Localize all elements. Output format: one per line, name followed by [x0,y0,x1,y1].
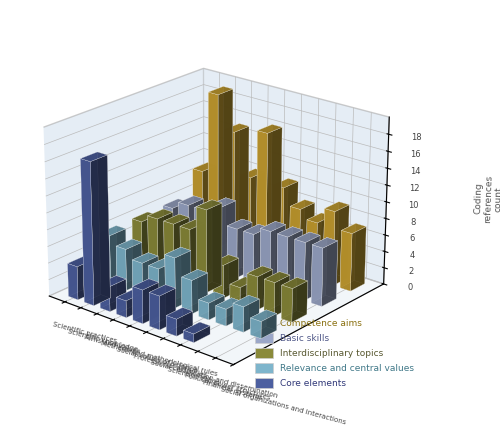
Legend: Competence aims, Basic skills, Interdisciplinary topics, Relevance and central v: Competence aims, Basic skills, Interdisc… [255,318,414,388]
